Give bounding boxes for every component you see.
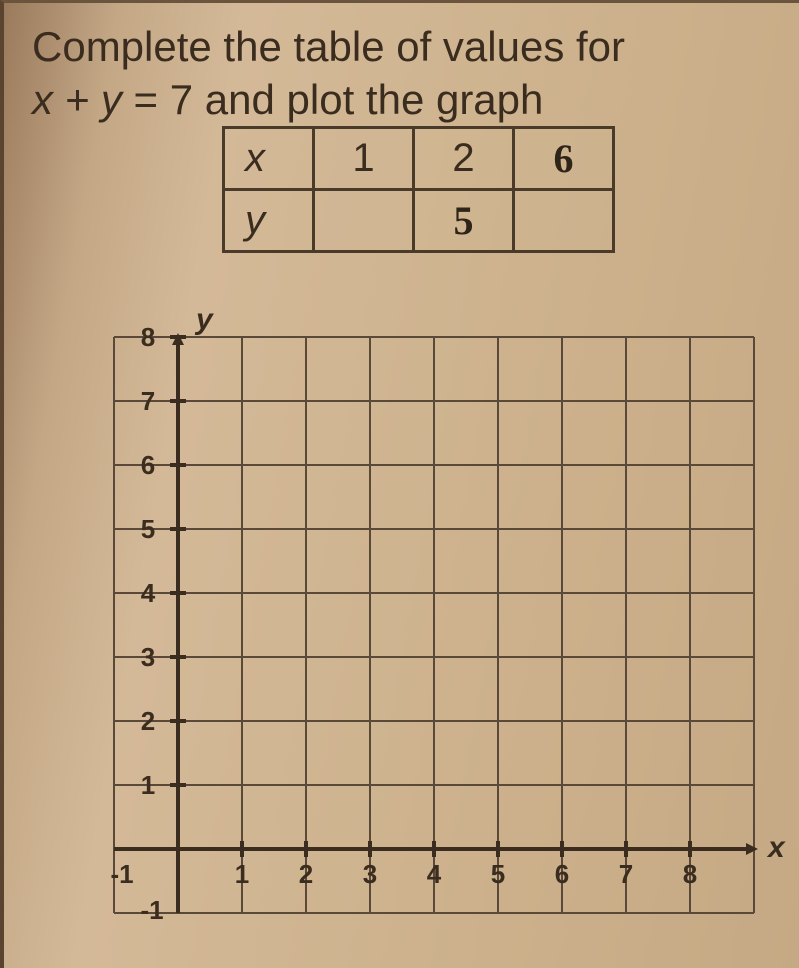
svg-text:1: 1 (141, 770, 155, 800)
svg-text:6: 6 (141, 450, 155, 480)
worksheet-page: Complete the table of values for x + y =… (0, 0, 799, 968)
svg-text:2: 2 (141, 706, 155, 736)
svg-text:8: 8 (141, 322, 155, 352)
svg-text:-1: -1 (110, 859, 133, 889)
y-cell-0[interactable] (314, 190, 414, 252)
question-text: Complete the table of values for x + y =… (32, 21, 775, 126)
coordinate-grid[interactable]: 1 2 3 4 5 6 7 8 1 2 3 4 5 6 7 8 -1-1 y x (68, 289, 798, 939)
svg-text:y: y (194, 303, 214, 336)
svg-text:2: 2 (299, 859, 313, 889)
equation-lhs: x + y (32, 76, 122, 123)
svg-text:1: 1 (235, 859, 249, 889)
svg-text:5: 5 (141, 514, 155, 544)
x-cell-2[interactable]: 6 (514, 128, 614, 190)
equation-rhs: = 7 (134, 76, 194, 123)
question-line2-tail: and plot the graph (205, 76, 544, 123)
x-header: x (224, 128, 314, 190)
svg-text:3: 3 (141, 642, 155, 672)
svg-text:6: 6 (555, 859, 569, 889)
svg-text:x: x (766, 831, 786, 864)
y-cell-1[interactable]: 5 (414, 190, 514, 252)
question-line1: Complete the table of values for (32, 23, 625, 70)
svg-text:4: 4 (141, 578, 156, 608)
y-cell-2[interactable] (514, 190, 614, 252)
values-table: x 1 2 6 y 5 (222, 126, 615, 253)
y-header: y (224, 190, 314, 252)
x-cell-1: 2 (414, 128, 514, 190)
svg-text:7: 7 (141, 386, 155, 416)
table-row: y 5 (224, 190, 614, 252)
svg-text:3: 3 (363, 859, 377, 889)
svg-text:4: 4 (427, 859, 442, 889)
svg-text:8: 8 (683, 859, 697, 889)
x-cell-0: 1 (314, 128, 414, 190)
graph-area[interactable]: 1234567812345678-1-1yx (68, 289, 775, 944)
svg-text:-1: -1 (140, 895, 163, 925)
svg-text:7: 7 (619, 859, 633, 889)
table-row: x 1 2 6 (224, 128, 614, 190)
svg-text:5: 5 (491, 859, 505, 889)
